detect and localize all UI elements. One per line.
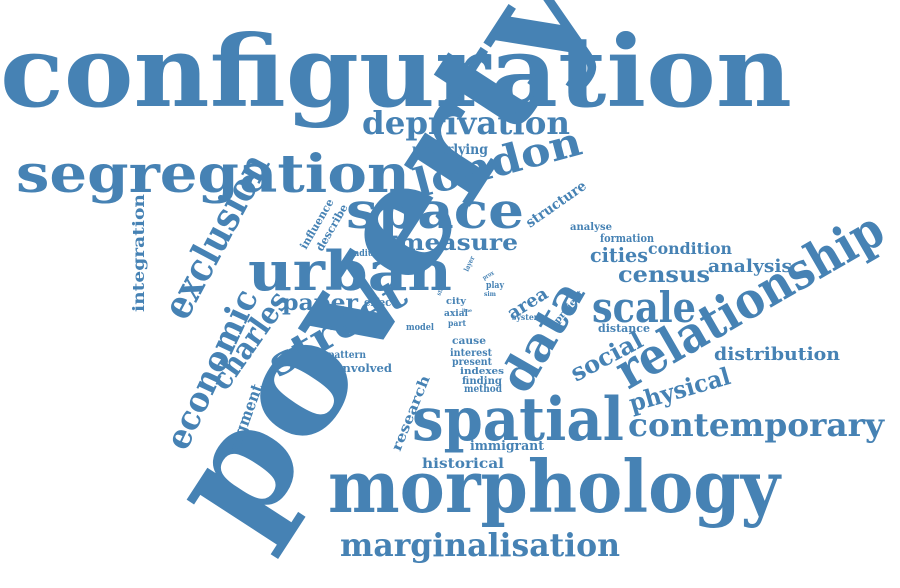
- word-scale: scale: [592, 283, 696, 332]
- word-sim: sim: [484, 291, 497, 298]
- word-axial: axial: [444, 309, 469, 319]
- word-play: play: [486, 281, 505, 291]
- word-formation: formation: [600, 232, 654, 245]
- word-indexes: indexes: [460, 367, 504, 377]
- word-morphology: morphology: [328, 444, 782, 529]
- word-model: model: [406, 323, 435, 333]
- word-spatial: spatial: [412, 385, 624, 455]
- word-pattern: pattern: [328, 350, 367, 361]
- word-interest: interest: [450, 348, 492, 359]
- word-contemporary: contemporary: [628, 406, 885, 444]
- word-historical: historical: [422, 456, 504, 472]
- word-prox: prox: [482, 270, 496, 282]
- word-radius: radius: [350, 249, 378, 259]
- word-paper: paper: [282, 290, 358, 316]
- word-involved: involved: [338, 362, 392, 375]
- word-present: present: [452, 357, 492, 368]
- word-integration: integration: [129, 194, 148, 312]
- word-census: census: [618, 262, 710, 288]
- word-underlying: underlying: [412, 142, 488, 158]
- word-condition: condition: [648, 239, 732, 258]
- word-system: system: [512, 312, 543, 322]
- word-effect: effect: [364, 296, 397, 309]
- word-analyse: analyse: [570, 222, 612, 233]
- word-urban: urban: [248, 239, 452, 303]
- word-analysis: analysis: [708, 256, 792, 277]
- word-distance: distance: [598, 322, 650, 335]
- word-measure: measure: [398, 230, 518, 256]
- word-segregation: segregation: [16, 144, 410, 205]
- word-part: part: [448, 318, 466, 328]
- word-method: method: [464, 384, 502, 395]
- word-immigrant: immigrant: [470, 439, 544, 454]
- word-configuration: configuration: [0, 15, 792, 130]
- word-cause: cause: [452, 336, 486, 347]
- word-marginalisation: marginalisation: [340, 526, 620, 564]
- word-finding: finding: [462, 376, 502, 387]
- word-cities: cities: [590, 243, 648, 267]
- word-deprivation: deprivation: [362, 104, 570, 142]
- word-step: step: [435, 283, 446, 297]
- word-distribution: distribution: [714, 344, 840, 365]
- word-line: line: [462, 308, 472, 314]
- word-city: city: [446, 297, 467, 307]
- word-space: space: [346, 181, 524, 240]
